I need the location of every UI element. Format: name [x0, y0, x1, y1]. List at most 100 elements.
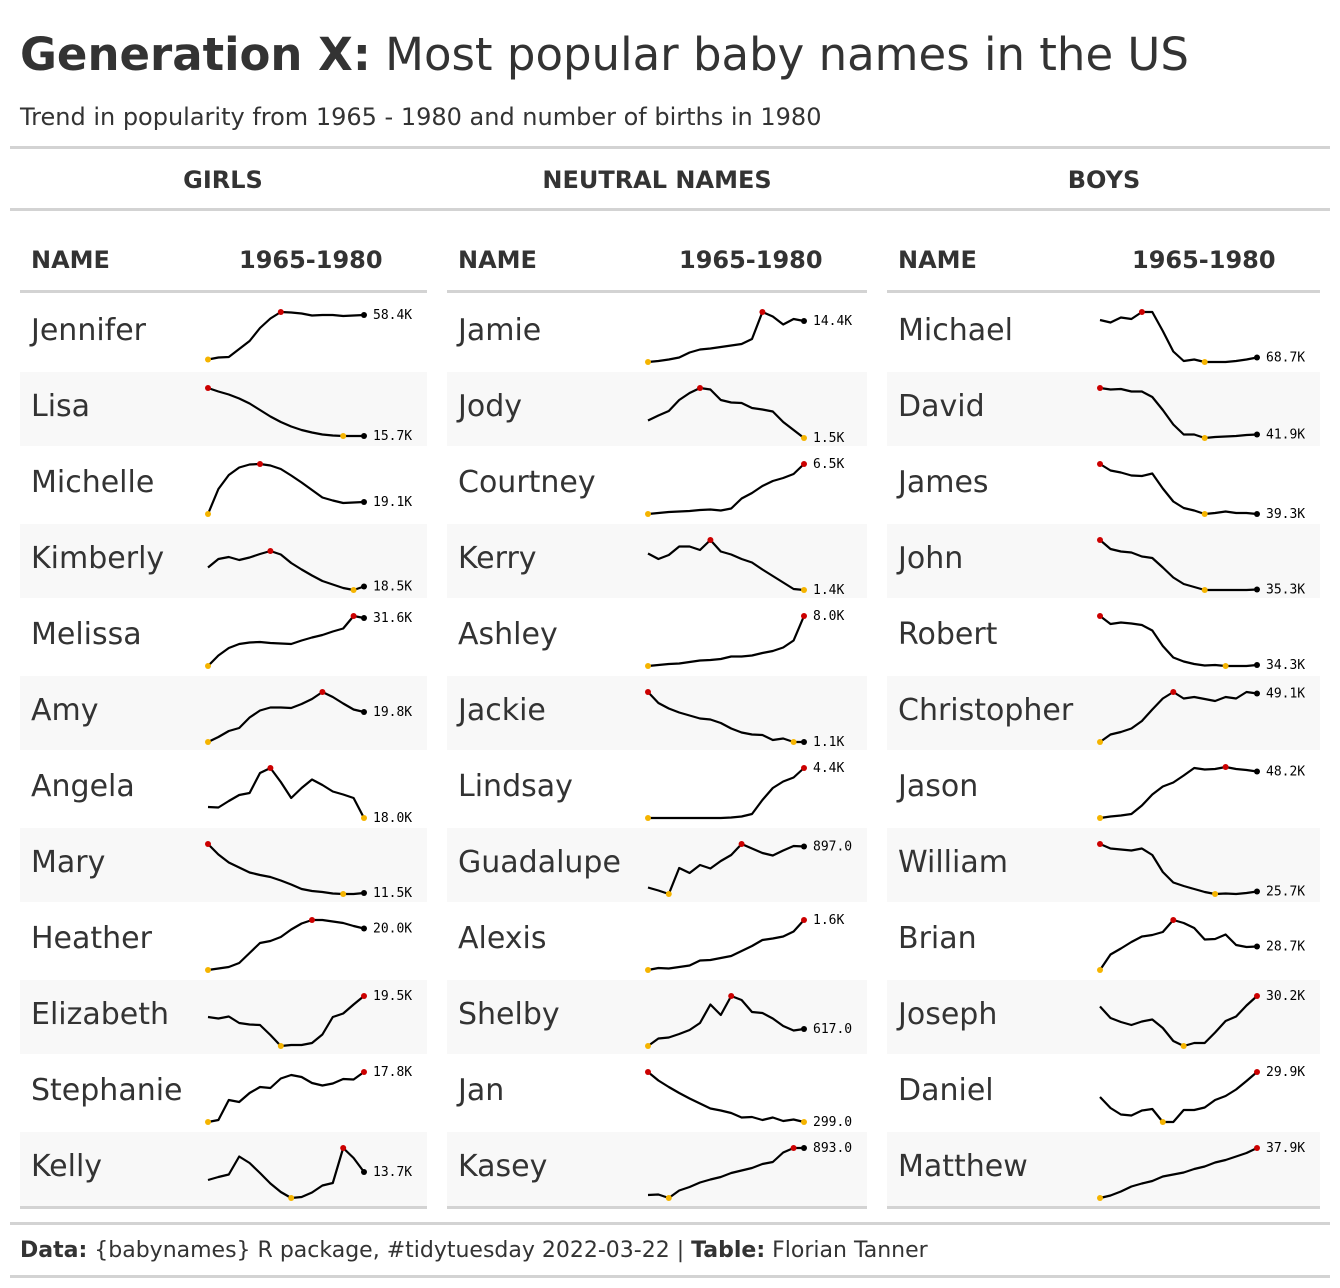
sparkline-series — [1099, 463, 1258, 516]
name-label: Melissa — [31, 617, 142, 652]
chart-title-bold: Generation X: — [20, 28, 371, 81]
max-point — [267, 548, 274, 554]
min-point — [645, 967, 651, 973]
value-label: 17.8K — [373, 1065, 412, 1080]
sparkline: 1.4K — [647, 537, 844, 598]
sparkline: 19.5K — [207, 989, 412, 1049]
value-label: 18.0K — [373, 811, 412, 826]
table-row: Elizabeth 19.5K — [20, 980, 427, 1054]
last-point — [801, 843, 807, 850]
name-label: Brian — [898, 921, 977, 956]
sparkline-series — [1099, 386, 1258, 440]
value-label: 299.0 — [813, 1115, 852, 1130]
footer-data-text: {babynames} R package, #tidytuesday 2022… — [87, 1238, 692, 1263]
name-label: James — [898, 465, 989, 500]
max-point — [801, 461, 807, 467]
sparkline: 39.3K — [1097, 461, 1305, 522]
sparkline-series — [648, 767, 805, 820]
footer-data-label: Data: — [20, 1238, 88, 1263]
name-label: Amy — [31, 693, 99, 728]
name-label: Guadalupe — [458, 845, 621, 880]
sparkline: 13.7K — [207, 1145, 412, 1201]
min-point — [1159, 1119, 1166, 1125]
last-point — [801, 1145, 807, 1151]
max-point — [1170, 917, 1177, 923]
table-row: Michelle 19.1K — [20, 448, 427, 522]
table-row: Lindsay 4.4K — [447, 752, 867, 826]
value-label: 34.3K — [1266, 658, 1305, 673]
value-label: 1.1K — [813, 735, 844, 750]
value-label: 41.9K — [1266, 428, 1305, 443]
sparkline-series — [647, 919, 805, 972]
min-point — [205, 356, 211, 363]
last-point — [361, 433, 367, 439]
last-point — [801, 739, 807, 745]
table-row: Joseph 30.2K — [887, 980, 1320, 1054]
sparkline-series — [207, 690, 365, 743]
min-point — [1222, 663, 1229, 669]
sparkline-series — [1099, 615, 1258, 668]
value-label: 1.5K — [813, 431, 844, 446]
sparkline-series — [207, 995, 365, 1048]
max-point — [1254, 1145, 1260, 1151]
table-row: Courtney 6.5K — [447, 448, 867, 522]
sparkline: 299.0 — [645, 1069, 852, 1130]
sparkline-series — [1099, 918, 1258, 971]
table-row: Kelly 13.7K — [20, 1132, 427, 1206]
value-label: 11.5K — [373, 886, 412, 901]
min-point — [205, 511, 211, 517]
sparkline: 1.6K — [645, 913, 844, 973]
min-point — [350, 587, 357, 593]
name-label: Kerry — [458, 541, 537, 576]
table-row: Jody 1.5K — [447, 372, 867, 446]
table-row: Brian 28.7K — [887, 904, 1320, 978]
min-point — [1201, 587, 1208, 593]
value-label: 28.7K — [1266, 940, 1305, 955]
sparkline-series — [207, 843, 365, 896]
last-point — [1254, 943, 1260, 950]
max-point — [1097, 461, 1103, 467]
sparkline-series — [1099, 842, 1258, 896]
name-label: Michael — [898, 313, 1013, 348]
min-point — [288, 1195, 295, 1201]
sparkline-series — [207, 549, 365, 592]
value-label: 13.7K — [373, 1165, 412, 1180]
sparkline-series — [207, 386, 364, 438]
header-rule — [887, 290, 1320, 293]
table-row: David 41.9K — [887, 372, 1320, 446]
sparkline: 19.1K — [205, 461, 412, 517]
table-row: Heather 20.0K — [20, 904, 427, 978]
sparkline-series — [647, 1146, 804, 1200]
table-row: Jamie 14.4K — [447, 296, 867, 370]
min-point — [205, 1119, 211, 1125]
max-point — [205, 841, 211, 847]
max-point — [319, 689, 326, 695]
sparkline: 18.0K — [207, 765, 412, 826]
max-point — [697, 385, 703, 391]
max-point — [1170, 689, 1177, 695]
sparkline: 20.0K — [205, 917, 412, 973]
value-label: 14.4K — [813, 314, 852, 329]
name-label: Alexis — [458, 921, 547, 956]
name-label: Joseph — [898, 997, 998, 1032]
sparkline-series — [207, 614, 365, 667]
value-label: 68.7K — [1266, 351, 1305, 366]
value-label: 8.0K — [813, 609, 844, 624]
table-row: Alexis 1.6K — [447, 904, 867, 978]
max-point — [759, 309, 766, 315]
sparkline-series — [647, 1071, 805, 1124]
value-label: 15.7K — [373, 429, 412, 444]
last-point — [1254, 354, 1260, 361]
max-point — [801, 917, 807, 923]
table-bottom-rule — [887, 1206, 1320, 1209]
value-label: 31.6K — [373, 611, 412, 626]
sparkline-series — [1099, 995, 1258, 1048]
max-point — [267, 765, 274, 771]
max-point — [350, 613, 357, 619]
table-row: Kerry 1.4K — [447, 524, 867, 598]
sparkline-series — [647, 842, 805, 896]
sparkline-series — [647, 310, 805, 364]
min-point — [645, 1043, 651, 1049]
group-label-girls: GIRLS — [183, 166, 263, 194]
min-point — [205, 739, 211, 745]
